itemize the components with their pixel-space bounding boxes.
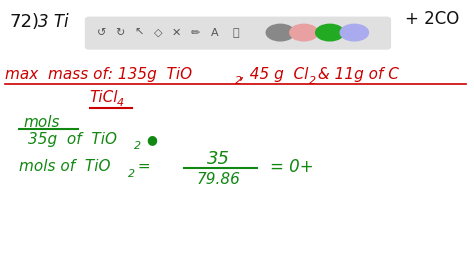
Text: ✏: ✏: [191, 28, 200, 38]
Circle shape: [316, 24, 344, 41]
Circle shape: [290, 24, 318, 41]
Circle shape: [340, 24, 368, 41]
Text: max  mass of: 135g  TiO: max mass of: 135g TiO: [5, 67, 192, 82]
Text: 4: 4: [117, 99, 124, 108]
Text: & 11g of C: & 11g of C: [313, 67, 399, 82]
Text: 79.86: 79.86: [196, 172, 240, 187]
Text: ↻: ↻: [116, 28, 125, 38]
Text: 2: 2: [235, 76, 242, 86]
Text: 2: 2: [128, 169, 135, 179]
Text: 35: 35: [207, 150, 230, 168]
Circle shape: [266, 24, 294, 41]
Text: ⬛: ⬛: [232, 28, 239, 38]
Text: TiCl: TiCl: [90, 91, 118, 105]
Text: ↺: ↺: [97, 28, 106, 38]
Text: mols: mols: [24, 115, 60, 130]
Text: ◇: ◇: [154, 28, 162, 38]
Text: mols of  TiO: mols of TiO: [19, 160, 110, 174]
Text: 35g  of  TiO: 35g of TiO: [28, 132, 117, 147]
Text: ✕: ✕: [172, 28, 182, 38]
Text: + 2CO: + 2CO: [405, 10, 459, 28]
Text: , 45 g  Cl: , 45 g Cl: [240, 67, 309, 82]
Text: ●: ●: [146, 133, 157, 146]
Text: A: A: [210, 28, 218, 38]
Text: = 0+: = 0+: [270, 158, 313, 176]
FancyBboxPatch shape: [85, 17, 391, 50]
Text: =: =: [133, 160, 151, 174]
Text: 72): 72): [9, 13, 39, 31]
Text: ↖: ↖: [134, 28, 144, 38]
Text: 3 Ti: 3 Ti: [38, 13, 68, 31]
Text: 2: 2: [134, 141, 141, 151]
Text: 2: 2: [309, 76, 316, 86]
